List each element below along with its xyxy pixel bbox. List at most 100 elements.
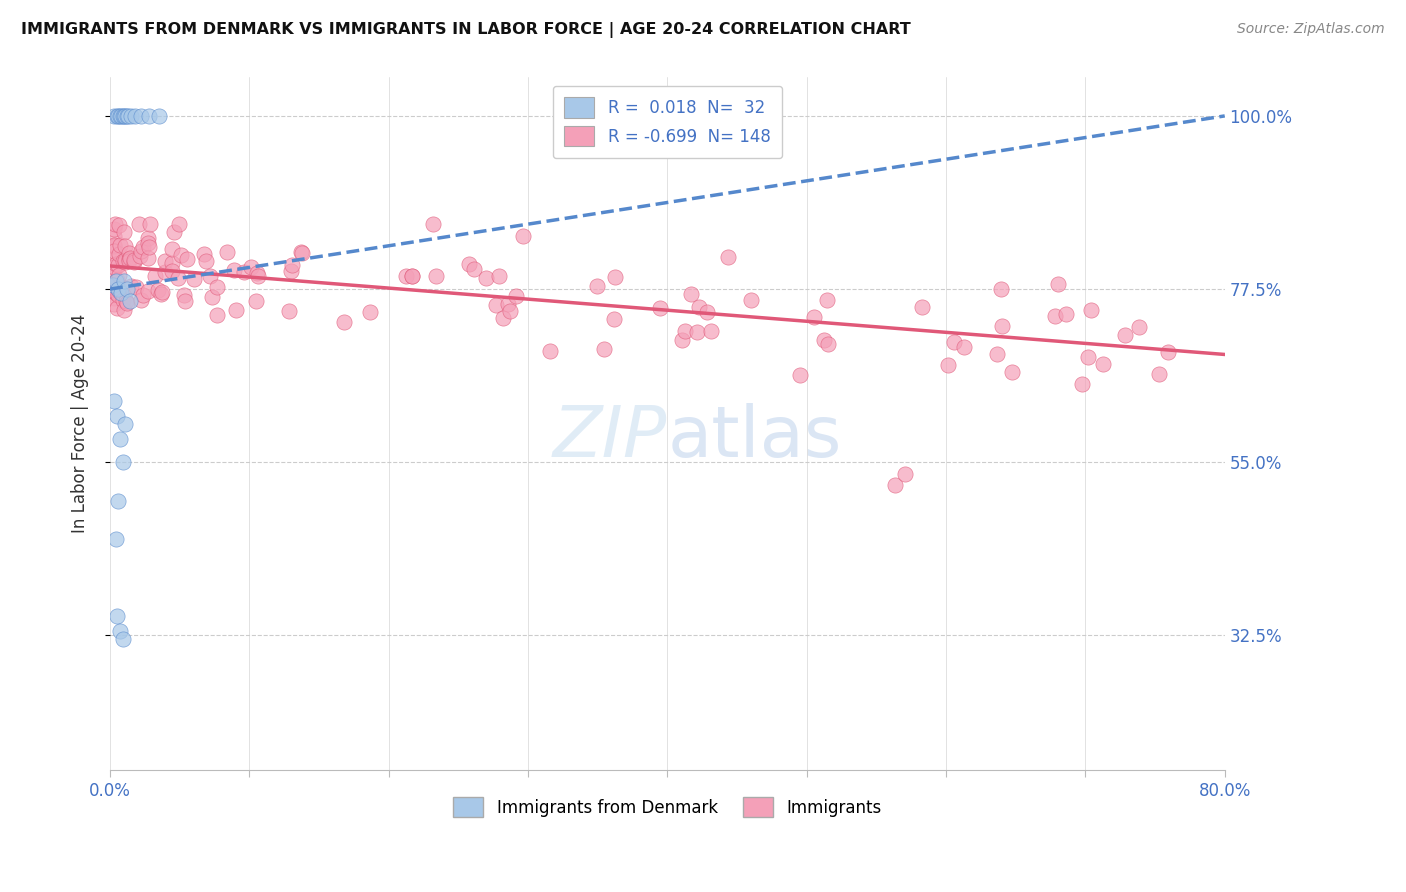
Point bbox=[936, 358, 959, 372]
Point bbox=[166, 271, 188, 285]
Point bbox=[138, 109, 160, 123]
Point bbox=[103, 291, 125, 305]
Point bbox=[688, 300, 710, 314]
Point bbox=[103, 109, 125, 123]
Point bbox=[108, 268, 131, 283]
Point bbox=[124, 280, 146, 294]
Point bbox=[163, 225, 186, 239]
Point bbox=[103, 260, 125, 275]
Point bbox=[245, 267, 267, 281]
Point bbox=[107, 285, 129, 299]
Point bbox=[160, 256, 183, 270]
Point bbox=[110, 109, 132, 123]
Point bbox=[815, 293, 838, 307]
Point bbox=[105, 257, 128, 271]
Point bbox=[103, 284, 125, 298]
Point bbox=[136, 231, 159, 245]
Point bbox=[488, 269, 510, 284]
Point bbox=[128, 217, 150, 231]
Y-axis label: In Labor Force | Age 20-24: In Labor Force | Age 20-24 bbox=[72, 314, 89, 533]
Point bbox=[395, 268, 418, 283]
Point bbox=[107, 247, 129, 261]
Point bbox=[111, 455, 134, 469]
Point bbox=[112, 225, 135, 239]
Point bbox=[290, 244, 312, 259]
Point bbox=[148, 109, 170, 123]
Point bbox=[124, 109, 146, 123]
Point bbox=[112, 274, 135, 288]
Point bbox=[153, 254, 176, 268]
Point bbox=[104, 532, 127, 546]
Point bbox=[114, 239, 136, 253]
Point bbox=[173, 293, 195, 308]
Point bbox=[114, 253, 136, 268]
Point bbox=[115, 296, 138, 310]
Point bbox=[1077, 350, 1099, 364]
Point bbox=[150, 285, 173, 299]
Point bbox=[205, 308, 228, 322]
Point bbox=[115, 109, 138, 123]
Point bbox=[111, 109, 134, 123]
Point bbox=[422, 217, 444, 231]
Point bbox=[107, 258, 129, 272]
Point bbox=[153, 265, 176, 279]
Point bbox=[717, 250, 740, 264]
Point bbox=[104, 274, 127, 288]
Point bbox=[170, 248, 193, 262]
Point bbox=[247, 269, 270, 284]
Point bbox=[103, 228, 125, 243]
Point bbox=[122, 254, 145, 268]
Point bbox=[233, 265, 256, 279]
Point bbox=[105, 275, 128, 289]
Point bbox=[986, 347, 1008, 361]
Point bbox=[1054, 307, 1077, 321]
Point bbox=[1114, 327, 1136, 342]
Point bbox=[103, 221, 125, 235]
Point bbox=[114, 417, 136, 431]
Point bbox=[132, 240, 155, 254]
Point bbox=[129, 109, 152, 123]
Point bbox=[245, 294, 267, 309]
Point bbox=[538, 344, 561, 359]
Point bbox=[104, 217, 127, 231]
Point bbox=[1157, 344, 1180, 359]
Point bbox=[115, 282, 138, 296]
Point bbox=[105, 409, 128, 423]
Point bbox=[148, 283, 170, 297]
Point bbox=[1147, 367, 1170, 381]
Point bbox=[512, 229, 534, 244]
Point bbox=[118, 293, 141, 308]
Point bbox=[194, 253, 217, 268]
Point bbox=[671, 334, 693, 348]
Point bbox=[150, 287, 173, 301]
Point bbox=[112, 109, 135, 123]
Text: ZIP: ZIP bbox=[553, 403, 668, 472]
Point bbox=[505, 289, 527, 303]
Point bbox=[103, 244, 125, 258]
Point bbox=[117, 246, 139, 260]
Point bbox=[740, 293, 762, 307]
Point bbox=[280, 263, 302, 277]
Point bbox=[1091, 357, 1114, 371]
Point bbox=[603, 269, 626, 284]
Point bbox=[586, 279, 609, 293]
Point bbox=[183, 271, 205, 285]
Point bbox=[110, 285, 132, 300]
Point bbox=[108, 109, 131, 123]
Point bbox=[103, 297, 125, 311]
Point bbox=[498, 297, 520, 311]
Point bbox=[1071, 377, 1094, 392]
Point bbox=[463, 262, 485, 277]
Point bbox=[138, 240, 160, 254]
Point bbox=[990, 282, 1012, 296]
Point bbox=[112, 253, 135, 268]
Point bbox=[1046, 277, 1069, 291]
Point bbox=[136, 235, 159, 250]
Point bbox=[105, 609, 128, 624]
Text: atlas: atlas bbox=[668, 403, 842, 472]
Point bbox=[118, 253, 141, 268]
Point bbox=[118, 251, 141, 265]
Point bbox=[103, 238, 125, 252]
Point bbox=[1080, 302, 1102, 317]
Point bbox=[120, 109, 142, 123]
